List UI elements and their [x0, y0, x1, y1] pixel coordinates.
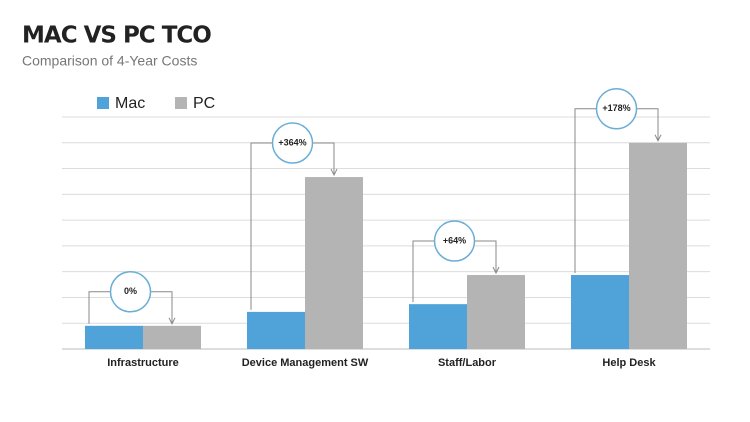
annotation-arrow [168, 317, 176, 325]
bar [467, 275, 525, 349]
annotation-label: +178% [602, 103, 630, 113]
annotation-circle [433, 220, 476, 262]
legend-label: PC [193, 95, 215, 112]
x-tick-label: Infrastructure [107, 357, 179, 369]
bar [305, 177, 363, 349]
bar [143, 325, 201, 349]
x-tick-label: Device Management SW [242, 357, 369, 369]
legend-label: Mac [115, 95, 145, 112]
bar [629, 142, 687, 349]
x-tick-label: Staff/Labor [438, 357, 497, 369]
annotation-arrow [330, 168, 338, 177]
annotation-label: 0% [124, 286, 137, 296]
annotation-arrow [492, 266, 500, 275]
legend-swatch [97, 97, 109, 109]
bar [409, 304, 467, 349]
annotation-label: +64% [443, 235, 466, 245]
x-tick-label: Help Desk [602, 357, 656, 369]
annotation-circle [595, 88, 638, 130]
annotation-arrow [654, 134, 662, 142]
annotation-circle [109, 271, 152, 313]
bar [85, 325, 143, 349]
bar [247, 311, 305, 349]
legend-swatch [175, 97, 187, 109]
annotation-label: +364% [278, 137, 306, 147]
chart-title: MAC VS PC TCO [22, 23, 211, 49]
bar [571, 275, 629, 349]
annotation-circle [271, 122, 314, 164]
chart-subtitle: Comparison of 4-Year Costs [22, 53, 197, 69]
